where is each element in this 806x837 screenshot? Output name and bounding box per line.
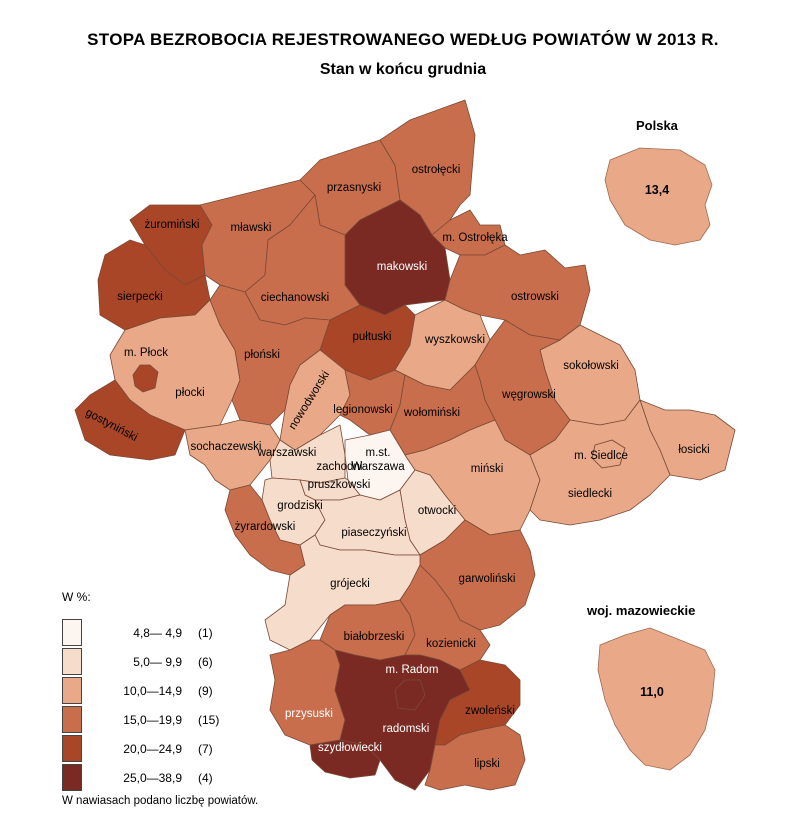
legend-count: (15)	[198, 712, 220, 727]
label-ostrolecki: ostrołęcki	[412, 164, 461, 176]
label-kozienicki: kozienicki	[426, 638, 476, 650]
inset-mazowieckie-shape	[597, 627, 716, 771]
legend-row: 20,0—24,9 (7)	[62, 734, 228, 763]
label-plonski: płoński	[244, 349, 280, 361]
label-ostrowski: ostrowski	[511, 291, 559, 303]
county-m-plock	[132, 364, 159, 393]
legend-title: W %:	[62, 590, 91, 604]
legend-range: 20,0—24,9	[123, 741, 182, 756]
legend-swatch	[62, 677, 82, 704]
county-ostrolecki	[379, 99, 476, 236]
label-warszawski-zachodni-text-line1: warszawski	[257, 447, 317, 459]
label-zurominski: żuromiński	[145, 219, 200, 231]
county-m-radom	[394, 679, 426, 711]
label-m-radom: m. Radom	[385, 664, 438, 676]
legend-count: (6)	[198, 654, 213, 669]
legend-count: (9)	[198, 683, 213, 698]
label-wolominski: wołomiński	[403, 407, 460, 419]
label-minski: miński	[471, 463, 504, 475]
legend-count: (7)	[198, 741, 213, 756]
label-pruszkowski: pruszkowski	[308, 479, 371, 491]
label-losicki: łosicki	[678, 444, 709, 456]
label-sochaczewski: sochaczewski	[191, 441, 262, 453]
legend-swatch	[62, 764, 82, 791]
county-ostrowski	[444, 244, 591, 341]
county-siedlecki	[529, 399, 671, 526]
legend-row: 5,0— 9,9 (6)	[62, 647, 228, 676]
legend-swatch	[62, 706, 82, 733]
county-lipski	[424, 724, 526, 791]
legend-rows: 4,8— 4,9 (1) 5,0— 9,9 (6) 10,0—14,9 (9) 15,0—1…	[62, 618, 228, 792]
label-m-st-warszawa-line1: m.st.	[366, 447, 391, 459]
inset-mazowieckie-value: 11,0	[640, 685, 664, 699]
label-warszawski-zachodni-text: warszawski zachodni	[257, 447, 363, 473]
legend-range: 4,8— 4,9	[133, 625, 182, 640]
county-m-ostroleka	[431, 209, 506, 256]
label-sokolowski: sokołowski	[563, 360, 619, 372]
inset-polska-value: 13,4	[645, 183, 669, 197]
label-otwocki: otwocki	[418, 505, 456, 517]
legend-range: 15,0—19,9	[123, 712, 182, 727]
footnote: W nawiasach podano liczbę powiatów.	[62, 795, 259, 807]
label-zwolenski: zwoleński	[465, 705, 515, 717]
label-szydlowiecki: szydłowiecki	[318, 742, 382, 754]
label-przasnyski: przasnyski	[327, 182, 381, 194]
legend-row: 4,8— 4,9 (1)	[62, 618, 228, 647]
legend-range: 25,0—38,9	[123, 770, 182, 785]
county-sochaczewski	[184, 419, 281, 491]
label-m-ostroleka: m. Ostrołęka	[442, 232, 508, 244]
legend-count: (4)	[198, 770, 213, 785]
label-wegrowski: węgrowski	[501, 389, 556, 401]
label-warszawski-zachodni: warszawski zachodni	[257, 447, 363, 473]
label-m-plock: m. Płock	[124, 347, 168, 359]
label-garwolinski: garwoliński	[459, 573, 516, 585]
map-subtitle: Stan w końcu grudnia	[319, 61, 487, 78]
label-pultuski: pułtuski	[353, 331, 392, 343]
label-warszawski-zachodni-text-line2: zachodni	[316, 461, 362, 473]
label-plocki: płocki	[175, 387, 204, 399]
label-siedlecki: siedlecki	[568, 488, 612, 500]
legend-swatch	[62, 735, 82, 762]
label-ciechanowski: ciechanowski	[261, 292, 329, 304]
label-grojecki: grójecki	[330, 578, 370, 590]
label-makowski: makowski	[377, 261, 427, 273]
inset-polska-shape	[604, 147, 713, 246]
legend-count: (1)	[198, 625, 213, 640]
county-przysuski	[269, 639, 346, 746]
label-m-st-warszawa-line2: Warszawa	[351, 461, 405, 473]
label-sierpecki: sierpecki	[117, 291, 162, 303]
label-m-st-warszawa: m.st. Warszawa	[351, 447, 405, 473]
label-grodziski: grodziski	[277, 500, 322, 512]
county-szydlowiecki	[309, 739, 381, 779]
label-zyrardowski: żyrardowski	[235, 521, 296, 533]
legend-range: 10,0—14,9	[123, 683, 182, 698]
label-piaseczynski: piaseczyński	[341, 527, 406, 539]
label-wyszkowski: wyszkowski	[424, 334, 485, 346]
label-lipski: lipski	[474, 758, 500, 770]
legend: W %: 4,8— 4,9 (1) 5,0— 9,9 (6) 10,0—14,9 (9) 1…	[62, 590, 228, 792]
label-legionowski: legionowski	[333, 404, 392, 416]
inset-mazowieckie-title: woj. mazowieckie	[587, 603, 696, 618]
label-m-siedlce: m. Siedlce	[574, 450, 628, 462]
inset-polska-title: Polska	[636, 118, 678, 133]
label-mlawski: mławski	[231, 222, 272, 234]
map-title: STOPA BEZROBOCIA REJESTROWANEGO WEDŁUG P…	[87, 30, 719, 49]
legend-row: 15,0—19,9 (15)	[62, 705, 228, 734]
legend-range: 5,0— 9,9	[133, 654, 182, 669]
label-radomski: radomski	[383, 723, 430, 735]
label-przysuski: przysuski	[285, 708, 333, 720]
legend-row: 25,0—38,9 (4)	[62, 763, 228, 792]
legend-swatch	[62, 619, 82, 646]
label-bialobrzeski: białobrzeski	[344, 631, 405, 643]
legend-swatch	[62, 648, 82, 675]
legend-row: 10,0—14,9 (9)	[62, 676, 228, 705]
